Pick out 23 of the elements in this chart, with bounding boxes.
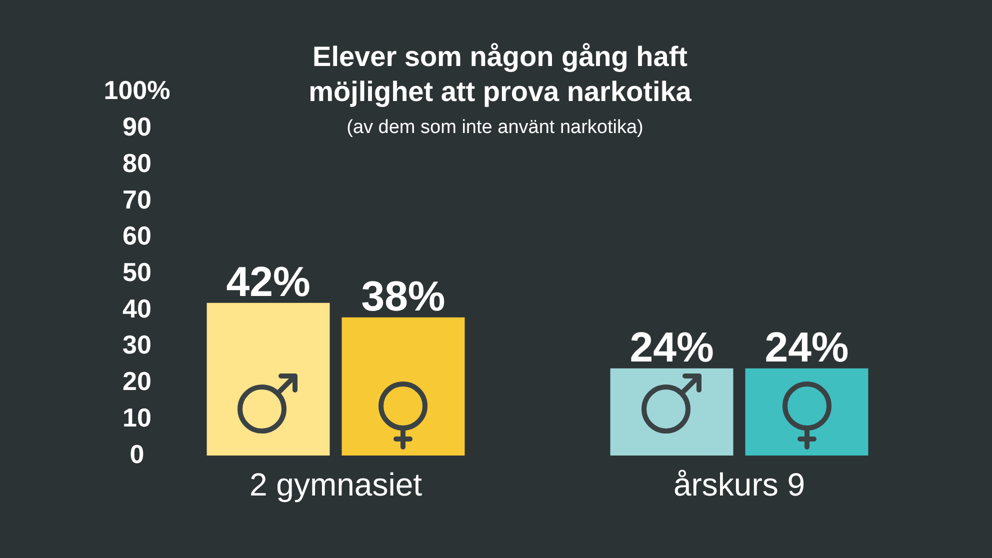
bar: [610, 368, 734, 456]
y-tick-label: 30: [122, 330, 152, 360]
y-tick-label: 0: [130, 438, 144, 469]
text: (av dem som inte använt narkotika): [346, 117, 644, 138]
y-tick-label: 10: [122, 402, 152, 432]
y-tick-label: 60: [122, 220, 152, 251]
y-tick-label: 100%: [104, 75, 170, 106]
data-label: 42%: [226, 258, 310, 305]
x-tick-label: 2 gymnasiet: [249, 466, 422, 503]
data-label: 24%: [630, 323, 714, 370]
y-tick-label: 80: [122, 148, 152, 178]
y-tick-label: 90: [122, 112, 152, 142]
bar: [206, 302, 330, 456]
data-label: 38%: [361, 272, 446, 320]
data-label: 24%: [764, 323, 849, 370]
y-tick-label: 70: [122, 184, 152, 214]
x-tick-label: årskurs 9: [673, 466, 806, 503]
bar: [342, 317, 465, 456]
chart-title: Elever som någon gång haft möjlighet att prova narkotika: [308, 41, 692, 107]
y-tick-label: 20: [122, 366, 152, 396]
y-tick-label: 50: [122, 256, 152, 287]
y-tick-label: 40: [122, 293, 152, 324]
bar: [745, 368, 868, 456]
